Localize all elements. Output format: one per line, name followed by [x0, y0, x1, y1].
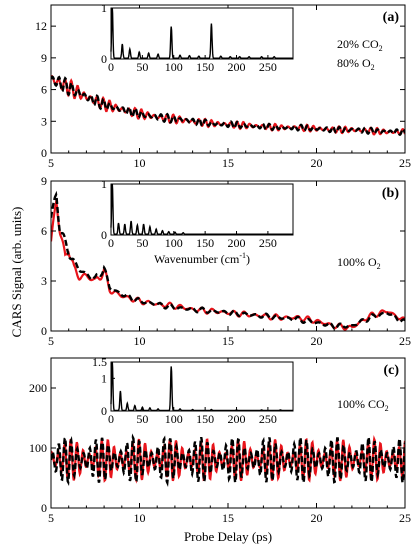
inset-spectrum-line [110, 7, 293, 59]
panel-label: (c) [383, 363, 399, 378]
inset-x-tick-label: 150 [196, 236, 214, 250]
inset-x-tick-label: 100 [165, 412, 183, 426]
y-tick-label: 0 [41, 146, 47, 160]
composition-label: 80% O2 [337, 56, 375, 72]
y-tick-label: 9 [41, 51, 47, 65]
inset-spectrum: 0 50 100 150 200 250 0 1 Wavenumber (cm-1) [101, 177, 294, 266]
series-group [51, 190, 405, 331]
x-tick-label: 10 [134, 334, 146, 348]
x-tick-label: 10 [134, 511, 146, 525]
inset-x-tick-label: 0 [108, 236, 114, 250]
inset-frame [110, 183, 294, 236]
y-tick-label: 3 [41, 274, 47, 288]
inset-x-tick-label: 200 [228, 236, 246, 250]
x-tick-label: 20 [311, 511, 323, 525]
series-group [51, 433, 405, 488]
series-simulated-line [51, 190, 405, 330]
inset-x-tick-label: 100 [165, 236, 183, 250]
x-axis-title: Probe Delay (ps) [184, 529, 272, 544]
inset-y-tick-label: 1 [101, 177, 107, 191]
series-simulated-line [51, 75, 405, 137]
inset-x-tick-label: 150 [196, 412, 214, 426]
composition-label: 20% CO2 [337, 37, 383, 53]
y-tick-label: 200 [29, 381, 47, 395]
x-tick-label: 25 [399, 511, 411, 525]
inset-x-tick-label: 0 [108, 60, 114, 74]
y-tick-label: 0 [41, 324, 47, 338]
composition-label: 100% CO2 [337, 397, 389, 413]
series-simulated-line [51, 433, 405, 488]
series-measured-line [51, 198, 405, 331]
y-tick-label: 6 [41, 224, 47, 238]
composition-label: 100% O2 [337, 255, 381, 271]
y-tick-label: 6 [41, 83, 47, 97]
inset-y-tick-label: 0 [101, 52, 107, 66]
y-tick-label: 9 [41, 174, 47, 188]
x-tick-label: 15 [222, 156, 234, 170]
inset-frame [110, 7, 294, 60]
x-tick-label: 25 [399, 156, 411, 170]
inset-x-tick-label: 200 [228, 412, 246, 426]
inset-x-tick-label: 250 [259, 60, 277, 74]
inset-spectrum-line [110, 183, 293, 235]
inset-x-axis-title: Wavenumber (cm-1) [154, 251, 250, 266]
x-tick-label: 15 [222, 511, 234, 525]
x-tick-label: 15 [222, 334, 234, 348]
inset-y-tick-label: 1 [101, 1, 107, 15]
x-tick-label: 5 [48, 156, 54, 170]
inset-x-tick-label: 250 [259, 236, 277, 250]
y-tick-label: 3 [41, 114, 47, 128]
panel-label: (a) [383, 10, 400, 25]
inset-y-tick-label: 1 [101, 371, 107, 385]
inset-y-tick-label: 0 [101, 228, 107, 242]
inset-spectrum: 0 50 100 150 200 250 0 1 1.5 [92, 355, 294, 426]
inset-spectrum: 0 50 100 150 200 250 0 1 [101, 1, 294, 74]
inset-x-tick-label: 200 [228, 60, 246, 74]
x-tick-label: 5 [48, 511, 54, 525]
inset-x-tick-label: 50 [136, 60, 148, 74]
series-group [51, 74, 405, 137]
y-tick-label: 12 [35, 19, 47, 33]
panel-label: (b) [382, 186, 399, 201]
inset-x-tick-label: 0 [108, 412, 114, 426]
inset-x-tick-label: 50 [136, 412, 148, 426]
inset-x-tick-label: 50 [136, 236, 148, 250]
inset-x-tick-label: 100 [165, 60, 183, 74]
x-tick-label: 10 [134, 156, 146, 170]
inset-spectrum-line [110, 361, 293, 412]
x-tick-label: 20 [311, 334, 323, 348]
x-tick-label: 20 [311, 156, 323, 170]
y-tick-label: 0 [41, 501, 47, 515]
x-tick-label: 5 [48, 334, 54, 348]
inset-frame [110, 361, 294, 412]
y-tick-label: 100 [29, 441, 47, 455]
inset-x-tick-label: 250 [259, 412, 277, 426]
inset-y-tick-label: 0 [101, 404, 107, 418]
inset-x-tick-label: 150 [196, 60, 214, 74]
y-axis-title: CARS Signal (arb. units) [9, 207, 24, 338]
inset-y-tick-label: 1.5 [92, 355, 107, 369]
x-tick-label: 25 [399, 334, 411, 348]
